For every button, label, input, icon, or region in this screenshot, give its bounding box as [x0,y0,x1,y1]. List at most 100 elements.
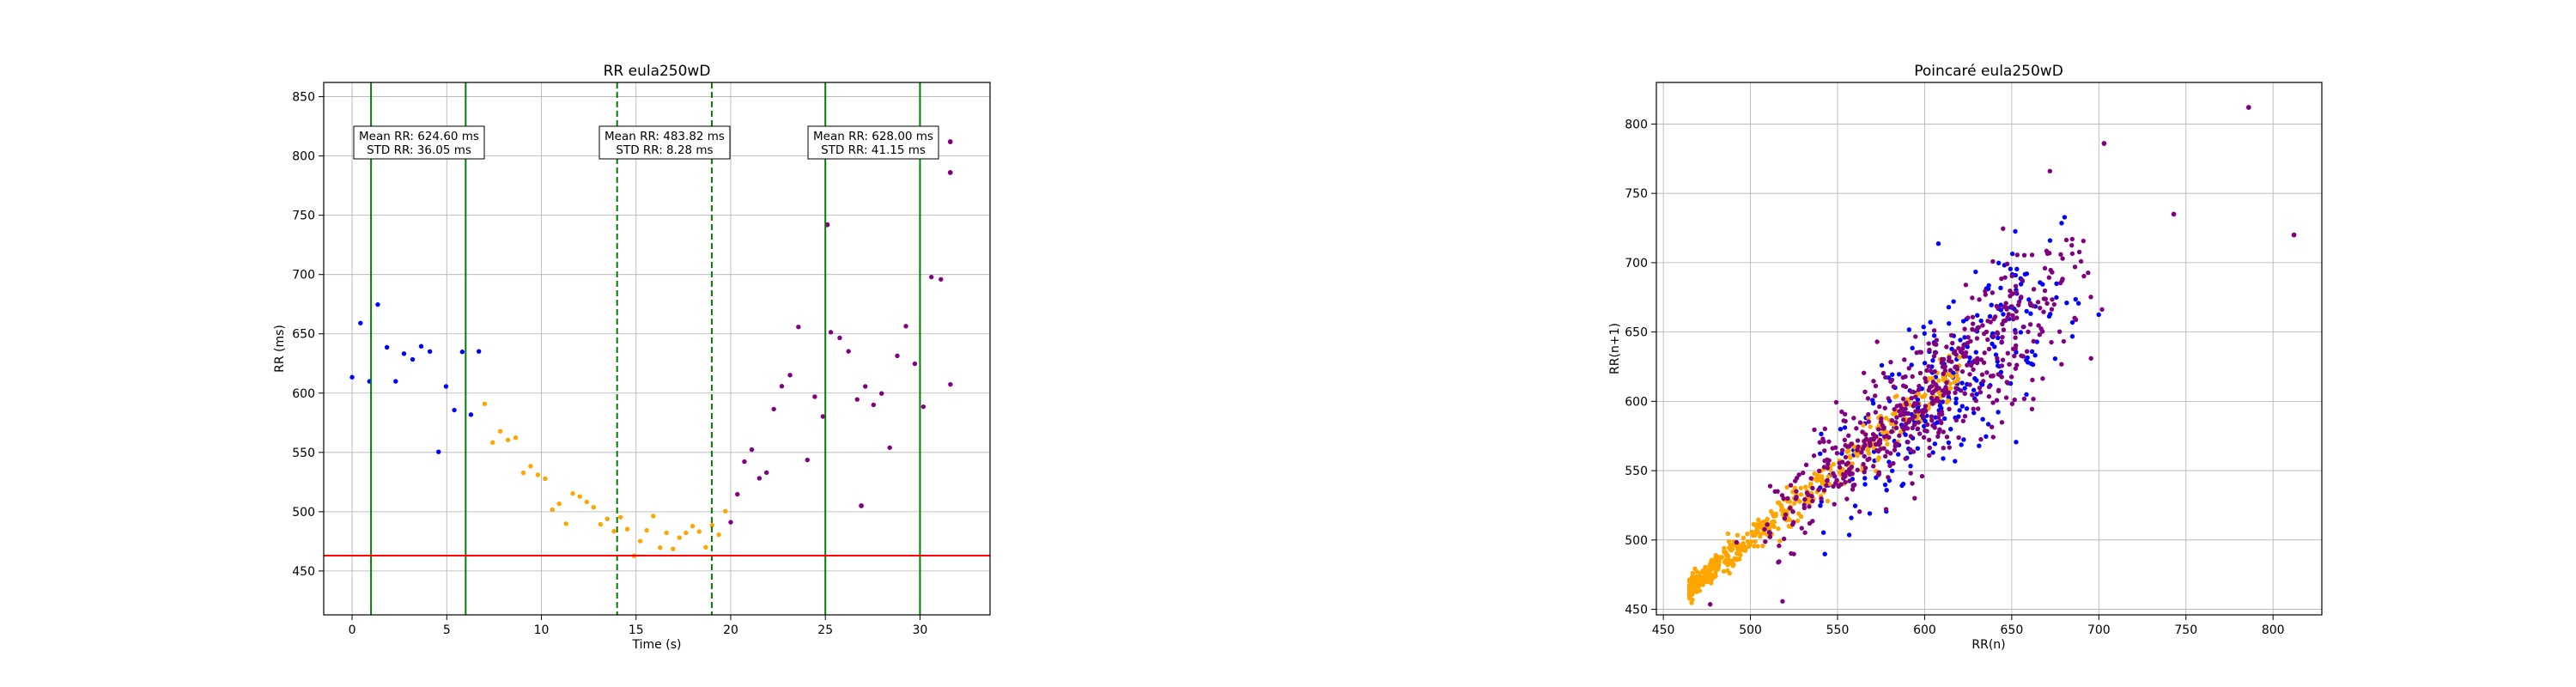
pc-point-recovery [1970,295,1975,301]
pc-point-task [1730,562,1735,568]
pc-point-recovery [1905,426,1911,431]
pc-point-recovery [1903,456,1908,461]
pc-point-baseline [1846,532,1852,538]
pc-point-recovery [1877,404,1882,410]
rr-point-task [556,501,562,507]
pc-point-recovery [1844,496,1850,502]
pc-point-recovery [1926,363,1931,369]
rr-point-baseline [358,320,363,325]
pc-point-recovery [1783,512,1789,517]
pc-point-recovery [1849,465,1855,470]
pc-point-recovery [1901,427,1907,432]
pc-point-baseline [2034,339,2039,344]
pc-point-recovery [2005,350,2010,356]
pc-point-recovery [1851,416,1856,421]
pc-point-recovery [1965,334,1971,340]
pc-point-baseline [1838,427,1844,432]
pc-point-baseline [1990,341,1995,347]
pc-point-recovery [2088,356,2093,362]
pc-point-recovery [1897,409,1902,414]
rr-y-tick-label: 850 [292,91,315,105]
pc-point-task [1761,519,1766,525]
pc-point-recovery [1929,395,1935,401]
pc-point-recovery [1860,429,1865,435]
pc-point-task [1923,392,1928,398]
rr-point-task [703,544,708,550]
pc-x-tick-label: 600 [1913,623,1936,637]
rr-point-baseline [375,301,380,307]
pc-point-recovery [1847,471,1852,477]
pc-point-task [1760,543,1765,549]
pc-point-recovery [1837,465,1843,470]
pc-point-recovery [2005,380,2010,386]
pc-point-baseline [2008,266,2014,271]
pc-point-baseline [2064,300,2069,306]
pc-point-recovery [2072,264,2078,270]
pc-point-recovery [1995,330,2000,335]
pc-point-baseline [2062,215,2068,220]
pc-point-recovery [1970,326,1975,332]
pc-point-baseline [1931,333,1937,338]
pc-point-recovery [2035,300,2041,305]
pc-point-task [1868,424,1873,429]
pc-point-recovery [2073,317,2079,323]
rr-point-task [528,464,533,469]
pc-point-recovery [1929,414,1935,419]
pc-point-recovery [1839,409,1844,415]
pc-point-baseline [1959,404,1965,409]
pc-point-recovery [1868,441,1873,447]
pc-point-recovery [1910,481,1915,486]
pc-point-recovery [1959,350,1965,356]
pc-point-recovery [1708,602,1713,607]
pc-point-baseline [1933,374,1939,380]
pc-point-task [1765,516,1770,522]
pc-point-recovery [1917,431,1923,436]
pc-point-task [1745,538,1751,544]
rr-x-tick-label: 30 [913,623,928,637]
pc-point-recovery [2027,301,2033,306]
pc-y-tick-label: 600 [1625,395,1648,409]
pc-point-recovery [2026,329,2031,335]
pc-point-baseline [1910,345,1915,350]
rr-point-task [664,530,669,536]
pc-point-recovery [1934,382,1939,388]
pc-point-baseline [1886,459,1892,465]
pc-point-baseline [1935,241,1941,246]
pc-point-recovery [2013,283,2019,289]
pc-point-recovery [1983,292,1988,297]
pc-point-task [1725,568,1730,574]
pc-point-recovery [1909,395,1914,401]
rr-point-recovery [948,381,953,387]
pc-point-task [1844,449,1850,454]
pc-point-recovery [1967,372,1972,377]
rr-point-task [677,535,682,540]
pc-point-baseline [2018,330,2024,335]
pc-point-recovery [1906,366,1911,371]
pc-point-task [1689,600,1694,605]
pc-point-recovery [1794,489,1799,494]
pc-point-recovery [1992,314,1998,319]
rr-time-series-chart: 0 5 10 15 20 25 30450500550600650700750800850 … [273,63,991,652]
pc-point-recovery [2050,297,2055,302]
pc-point-recovery [1936,398,1942,404]
pc-point-recovery [1999,374,2004,380]
pc-point-recovery [1917,383,1922,389]
pc-point-recovery [1831,483,1836,489]
pc-point-recovery [1953,417,1959,423]
rr-scatter-points [349,139,953,558]
pc-point-recovery [1821,487,1827,493]
pc-point-recovery [1866,419,1872,424]
rr-point-baseline [349,374,355,380]
pc-point-recovery [1810,485,1815,491]
pc-point-recovery [1897,433,1902,439]
pc-point-baseline [1956,414,1961,419]
rr-point-baseline [393,379,398,384]
rr-y-tick-label: 450 [292,565,315,579]
rr-point-task [723,508,728,514]
rr-point-task [644,527,649,533]
pc-point-recovery [1926,387,1931,393]
pc-point-task [1758,532,1764,538]
pc-point-recovery [1990,373,1996,379]
pc-point-recovery [2088,295,2093,300]
pc-point-baseline [1818,451,1823,457]
